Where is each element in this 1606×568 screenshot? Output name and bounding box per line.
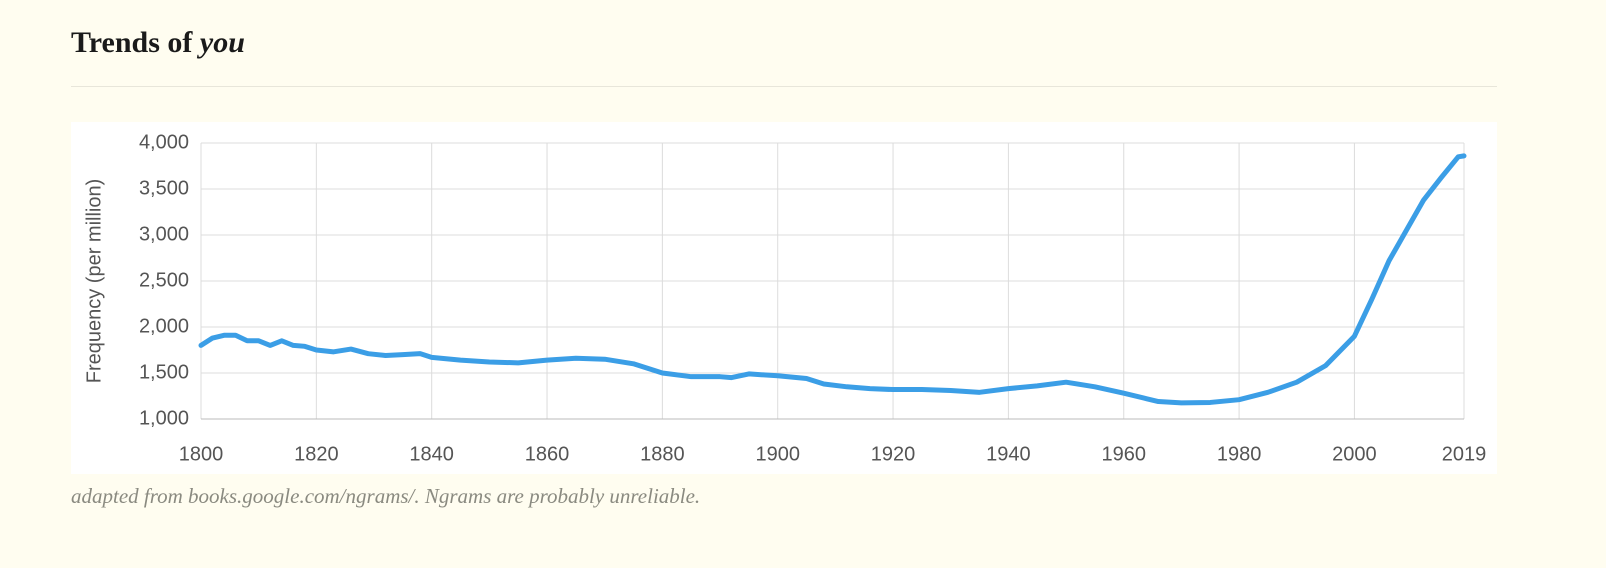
y-axis-label: Frequency (per million) [83,179,105,384]
title-text: Trends of [71,26,193,59]
x-tick-label: 1860 [525,443,570,465]
title-term: you [199,26,245,59]
chart-title: Trends of you [71,26,245,60]
x-tick-label: 1800 [179,443,224,465]
y-tick-label: 2,500 [139,269,189,291]
x-tick-label: 1920 [871,443,916,465]
y-tick-label: 2,000 [139,315,189,337]
y-tick-label: 3,500 [139,177,189,199]
y-tick-label: 1,000 [139,407,189,429]
divider [71,86,1497,87]
footnote: adapted from books.google.com/ngrams/. N… [71,484,701,508]
x-tick-label: 1880 [640,443,685,465]
x-tick-label: 1960 [1101,443,1146,465]
chart-panel [71,122,1497,474]
x-tick-label: 1940 [986,443,1031,465]
x-tick-label: 1900 [755,443,800,465]
y-tick-label: 3,000 [139,223,189,245]
x-tick-label: 1840 [409,443,454,465]
x-tick-label: 2019 [1442,443,1487,465]
x-tick-label: 1820 [294,443,339,465]
data-line [198,153,1467,406]
y-tick-label: 1,500 [139,361,189,383]
x-tick-label: 1980 [1217,443,1262,465]
y-tick-label: 4,000 [139,131,189,153]
x-tick-label: 2000 [1332,443,1377,465]
